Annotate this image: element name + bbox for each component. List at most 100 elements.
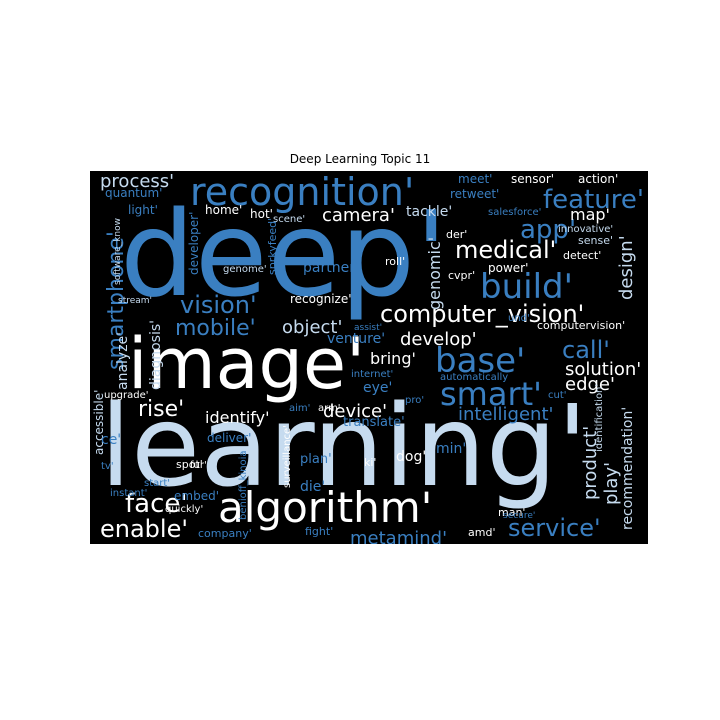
word-play: play' <box>601 462 622 505</box>
word-scene: scene' <box>273 214 305 225</box>
word-dog: dog' <box>396 449 426 465</box>
word-power: power' <box>488 261 528 275</box>
word-accessible: accessible' <box>92 390 106 455</box>
word-build: build' <box>480 267 573 307</box>
word-cvpr: cvpr' <box>448 269 475 282</box>
word-surveillance: surveillance' <box>282 425 293 488</box>
word-identification: identification' <box>594 384 605 452</box>
word-cloud-canvas: deep' learning' image' recognition' algorith… <box>90 171 648 544</box>
word-recommendation: recommendation' <box>620 407 636 530</box>
word-face: face' <box>125 489 188 519</box>
word-base: base' <box>435 341 525 381</box>
word-und: und' <box>508 313 530 324</box>
word-app: app' <box>520 215 576 245</box>
word-embed: embed' <box>174 489 219 503</box>
word-venture: venture' <box>327 331 385 347</box>
word-meet: meet' <box>458 172 492 186</box>
word-action: action' <box>578 172 618 186</box>
word-spot: spot' <box>176 458 203 471</box>
word-upgrade: upgrade' <box>104 390 149 401</box>
word-sensor: sensor' <box>511 172 554 186</box>
word-feature: feature' <box>543 185 644 215</box>
word-service: service' <box>508 514 601 542</box>
word-eye: eye' <box>363 380 392 396</box>
word-benioff_kinoia: benioff_kinoia <box>238 450 249 520</box>
word-deliver: deliver' <box>207 431 251 445</box>
word-genomic: genomic' <box>425 237 444 310</box>
word-stream: stream' <box>118 296 152 306</box>
word-automatically: automatically <box>440 372 508 383</box>
word-arm: arm' <box>318 403 341 414</box>
word-quickly: quickly' <box>165 504 203 515</box>
word-partner: partner' <box>303 260 359 276</box>
word-recognition: recognition' <box>190 171 414 214</box>
word-software_know: software_know <box>113 218 123 285</box>
word-vision: vision' <box>180 291 257 319</box>
word-cloud-svg: deep' learning'image' recognition' algorith… <box>90 171 648 544</box>
word-computervision: computervision' <box>537 319 625 332</box>
word-tackle: tackle' <box>406 204 452 220</box>
word-device: device' <box>323 401 387 422</box>
word-aim: aim' <box>289 403 310 414</box>
word-deep: deep' <box>120 185 447 323</box>
word-metamind: metamind' <box>350 528 447 544</box>
word-sense: sense' <box>578 234 613 247</box>
word-secure: secure' <box>503 511 535 521</box>
word-develop: develop' <box>400 329 477 350</box>
word-diagnosis: diagnosis' <box>148 320 164 390</box>
word-instant: instant' <box>110 488 147 499</box>
word-quantum: quantum' <box>105 186 162 200</box>
word-assist: assist' <box>354 323 382 333</box>
word-camera: camera' <box>322 205 395 226</box>
word-ki: ki' <box>364 456 376 469</box>
word-computer_vision: computer_vision' <box>380 300 584 328</box>
word-roll: roll' <box>385 255 405 268</box>
word-solution: solution' <box>565 359 641 380</box>
chart-title: Deep Learning Topic 11 <box>289 152 431 166</box>
word-sprkyfeed: sprkyfeed' <box>266 218 279 275</box>
word-home: home' <box>205 203 242 217</box>
word-call: call' <box>562 336 610 364</box>
word-tv: tv' <box>101 461 114 472</box>
word-plan: plan' <box>300 452 332 467</box>
word-translate: translate' <box>343 415 405 430</box>
word-min: min' <box>436 441 466 457</box>
word-bring: bring' <box>370 349 416 368</box>
word-start: start' <box>144 478 170 489</box>
word-design: design' <box>616 235 637 300</box>
word-pro: pro' <box>405 395 424 406</box>
word-rise: rise' <box>138 397 184 422</box>
word-recognize: recognize' <box>290 292 352 306</box>
word-light: light' <box>128 203 158 217</box>
word-medical: medical' <box>455 236 556 264</box>
word-man: man' <box>498 506 525 519</box>
word-map: map' <box>570 205 610 224</box>
word-image: image' <box>128 323 365 405</box>
word-innovative: innovative' <box>558 224 613 235</box>
word-ce: ce' <box>101 432 121 448</box>
word-product: product' <box>580 426 601 500</box>
word-detect: detect' <box>563 249 601 262</box>
word-smartphone: smartphone' <box>104 231 129 370</box>
word-object: object' <box>282 317 342 338</box>
word-algorithm: algorithm' <box>218 483 432 532</box>
word-company: company' <box>198 527 252 540</box>
word-fur: fur' <box>190 460 207 471</box>
word-cut: cut' <box>548 390 567 401</box>
word-developer: developer' <box>187 212 201 275</box>
word-retweet: retweet' <box>450 187 499 201</box>
word-fight: fight' <box>305 525 333 538</box>
word-hot: hot' <box>250 207 273 221</box>
word-die: die' <box>300 479 325 495</box>
word-internet: internet' <box>351 369 393 380</box>
word-identify: identify' <box>205 408 270 427</box>
word-smart: smart' <box>440 375 542 413</box>
word-learning: learning' <box>100 382 588 512</box>
word-mobile: mobile' <box>175 316 256 341</box>
word-process: process' <box>100 171 174 192</box>
word-edge: edge' <box>565 374 615 395</box>
word-salesforce: salesforce' <box>488 207 541 218</box>
word-genome: genome' <box>223 264 267 275</box>
word-analyze: analyze' <box>115 332 131 390</box>
word-amd: amd' <box>468 526 495 539</box>
